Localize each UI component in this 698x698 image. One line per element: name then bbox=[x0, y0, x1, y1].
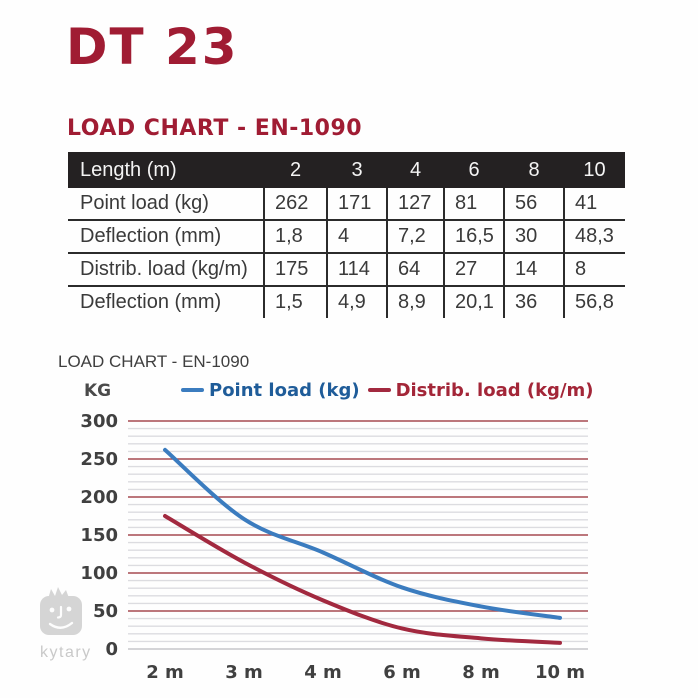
y-tick-label: 50 bbox=[93, 601, 118, 622]
value-cell: 20,1 bbox=[443, 285, 504, 318]
y-tick-label: 0 bbox=[105, 639, 118, 660]
value-cell: 127 bbox=[386, 188, 444, 220]
value-cell: 48,3 bbox=[563, 219, 625, 253]
value-cell: 7,2 bbox=[386, 219, 444, 253]
distrib-load-legend-label: Distrib. load (kg/m) bbox=[395, 379, 594, 401]
length-value-header: 8 bbox=[504, 152, 564, 188]
value-cell: 175 bbox=[263, 252, 327, 286]
watermark: kytary bbox=[38, 586, 94, 662]
value-cell: 56,8 bbox=[563, 285, 625, 318]
kytary-mascot-icon bbox=[40, 587, 82, 635]
value-cell: 114 bbox=[326, 252, 387, 286]
series-line-point-load-kg bbox=[163, 447, 562, 620]
value-cell: 4,9 bbox=[326, 285, 387, 318]
y-tick-label: 250 bbox=[80, 449, 118, 470]
y-tick-label: 100 bbox=[80, 563, 118, 584]
x-tick-label: 4 m bbox=[304, 662, 342, 683]
series-line-distrib-load-kg-m bbox=[163, 514, 562, 645]
distrib-load-legend-dash-icon bbox=[367, 388, 391, 392]
value-cell: 171 bbox=[326, 188, 387, 220]
value-cell: 56 bbox=[503, 188, 564, 220]
value-cell: 64 bbox=[386, 252, 444, 286]
x-tick-label: 3 m bbox=[225, 662, 263, 683]
y-axis-unit-label: KG bbox=[84, 381, 112, 401]
table-row: Distrib. load (kg/m) 175 114 64 27 14 8 bbox=[68, 252, 625, 286]
point-load-legend-dash-icon bbox=[181, 388, 204, 392]
chart-title: LOAD CHART - EN-1090 bbox=[58, 352, 250, 371]
value-cell: 30 bbox=[503, 219, 564, 253]
value-cell: 262 bbox=[263, 188, 327, 220]
length-value-header: 6 bbox=[444, 152, 504, 188]
value-cell: 1,5 bbox=[263, 285, 327, 318]
length-value-header: 4 bbox=[387, 152, 444, 188]
x-tick-label: 8 m bbox=[462, 662, 500, 683]
y-tick-label: 200 bbox=[80, 487, 118, 508]
value-cell: 8,9 bbox=[386, 285, 444, 318]
table-row: Deflection (mm) 1,8 4 7,2 16,5 30 48,3 bbox=[68, 219, 625, 253]
watermark-text: kytary bbox=[40, 644, 92, 661]
section-title: LOAD CHART - EN-1090 bbox=[67, 116, 363, 141]
y-tick-label: 150 bbox=[80, 525, 118, 546]
load-line-chart: 0 50 100 150 200 250 300 2 m 3 m 4 m 6 m 8 m 10 m bbox=[80, 411, 588, 683]
value-cell: 8 bbox=[563, 252, 625, 286]
load-table-head: Length (m) 2 3 4 6 8 10 bbox=[68, 152, 625, 188]
length-value-header: 3 bbox=[327, 152, 387, 188]
length-header-cell: Length (m) bbox=[68, 152, 264, 188]
y-tick-label: 300 bbox=[80, 411, 118, 432]
table-header-row: Length (m) 2 3 4 6 8 10 bbox=[68, 152, 625, 188]
value-cell: 16,5 bbox=[443, 219, 504, 253]
point-load-legend-label: Point load (kg) bbox=[209, 379, 360, 401]
table-row: Point load (kg) 262 171 127 81 56 41 bbox=[68, 188, 625, 220]
row-label-cell: Deflection (mm) bbox=[68, 285, 264, 318]
length-value-header: 10 bbox=[564, 152, 625, 188]
load-table: Length (m) 2 3 4 6 8 10 Point load (kg) 262 171 1… bbox=[68, 152, 625, 318]
row-label-cell: Distrib. load (kg/m) bbox=[68, 252, 264, 286]
x-tick-label: 10 m bbox=[535, 662, 585, 683]
load-table-body: Point load (kg) 262 171 127 81 56 41 Deflection… bbox=[68, 188, 625, 318]
product-title: DT 23 bbox=[66, 18, 239, 76]
x-tick-label: 6 m bbox=[383, 662, 421, 683]
row-label-cell: Deflection (mm) bbox=[68, 219, 264, 253]
value-cell: 27 bbox=[443, 252, 504, 286]
value-cell: 1,8 bbox=[263, 219, 327, 253]
value-cell: 4 bbox=[326, 219, 387, 253]
row-label-cell: Point load (kg) bbox=[80, 192, 209, 214]
value-cell: 81 bbox=[443, 188, 504, 220]
length-value-header: 2 bbox=[264, 152, 327, 188]
value-cell: 41 bbox=[563, 188, 625, 220]
value-cell: 14 bbox=[503, 252, 564, 286]
x-tick-label: 2 m bbox=[146, 662, 184, 683]
chart-legend: Point load (kg) Distrib. load (kg/m) bbox=[181, 378, 602, 402]
table-row: Deflection (mm) 1,5 4,9 8,9 20,1 36 56,8 bbox=[68, 285, 625, 318]
value-cell: 36 bbox=[503, 285, 564, 318]
